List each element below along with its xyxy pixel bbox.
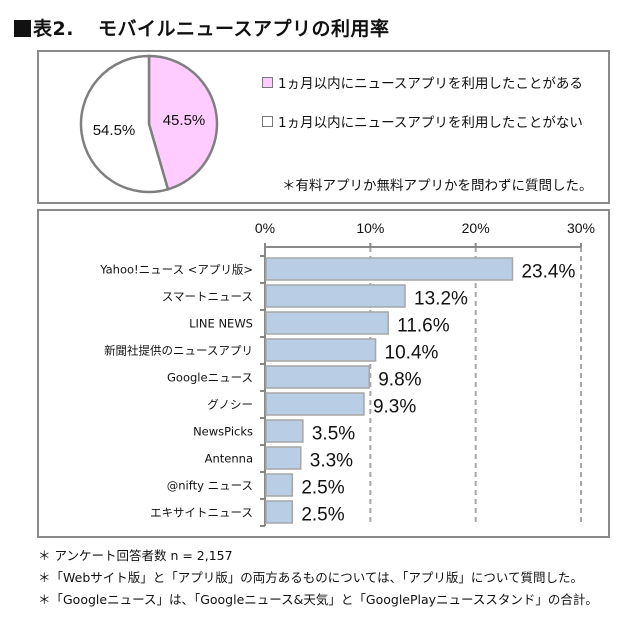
value-label: 2.5% [301,478,344,499]
legend-label-used: 1ヵ月以内にニュースアプリを利用したことがある [278,76,583,92]
footnote-google: ＊「Googleニュース」は、「Googleニュース&天気」と「GooglePl… [38,592,598,607]
bar-1 [265,284,406,308]
bar-9 [265,500,294,524]
value-label: 2.5% [301,505,344,526]
footnotes: ＊ アンケート回答者数 n = 2,157 ＊「Webサイト版」と「アプリ版」の… [38,545,598,611]
category-label: NewsPicks [193,425,253,439]
category-label: @nifty ニュース [167,479,253,493]
value-label: 9.3% [373,397,416,418]
bar-7 [265,446,302,470]
footnote-respondents: ＊ アンケート回答者数 n = 2,157 [38,548,233,563]
table-number: 表2. [33,18,74,40]
pie-slice-0 [147,54,219,191]
x-tick-label: 10% [356,220,384,236]
category-label: Googleニュース [167,371,253,385]
category-label: 新聞社提供のニュースアプリ [104,344,253,358]
bar-6 [265,419,304,443]
legend-item-not-used: 1ヵ月以内にニュースアプリを利用したことがない [262,111,583,131]
pie-label-1: 54.5% [93,122,136,139]
value-label: 9.8% [378,370,421,391]
value-label: 11.6% [397,316,450,337]
value-label: 23.4% [521,262,575,283]
legend-label-not-used: 1ヵ月以内にニュースアプリを利用したことがない [278,115,583,131]
bar-chart: 0% 10% 20% 30% Yahoo!ニュース <アプリ版> 23.4% スマートニュー… [99,220,595,527]
value-label: 3.5% [312,424,355,445]
category-label: Yahoo!ニュース <アプリ版> [99,263,253,277]
category-label: Antenna [205,452,253,466]
value-label: 13.2% [414,289,468,310]
pie-slice-1 [79,54,170,194]
square-marker-icon [14,20,31,37]
bar-4 [265,365,370,389]
footnote-web-app: ＊「Webサイト版」と「アプリ版」の両方あるものについては、「アプリ版」について… [38,570,584,585]
bar-2 [265,311,389,335]
title-text: モバイルニュースアプリの利用率 [97,18,390,40]
bar-5 [265,392,365,416]
pie-chart: 45.5% 54.5% [79,54,219,194]
page-title: 表2. モバイルニュースアプリの利用率 [14,14,390,41]
pie-note: ＊有料アプリか無料アプリかを問わずに質問した。 [282,178,593,194]
x-tick-label: 20% [462,220,490,236]
category-label: スマートニュース [162,290,253,304]
category-label: LINE NEWS [189,317,253,331]
category-label: グノシー [207,398,253,412]
x-tick-label: 30% [567,220,595,236]
bar-8 [265,473,294,497]
legend-item-used: 1ヵ月以内にニュースアプリを利用したことがある [262,72,583,92]
pie-label-0: 45.5% [163,112,206,129]
value-label: 3.3% [310,451,353,472]
legend-swatch-white-icon [262,116,273,127]
bar-0 [265,257,514,281]
legend-swatch-pink-icon [262,77,273,88]
bar-3 [265,338,377,362]
x-tick-label: 0% [255,220,275,236]
category-label: エキサイトニュース [150,506,253,520]
value-label: 10.4% [385,343,439,364]
